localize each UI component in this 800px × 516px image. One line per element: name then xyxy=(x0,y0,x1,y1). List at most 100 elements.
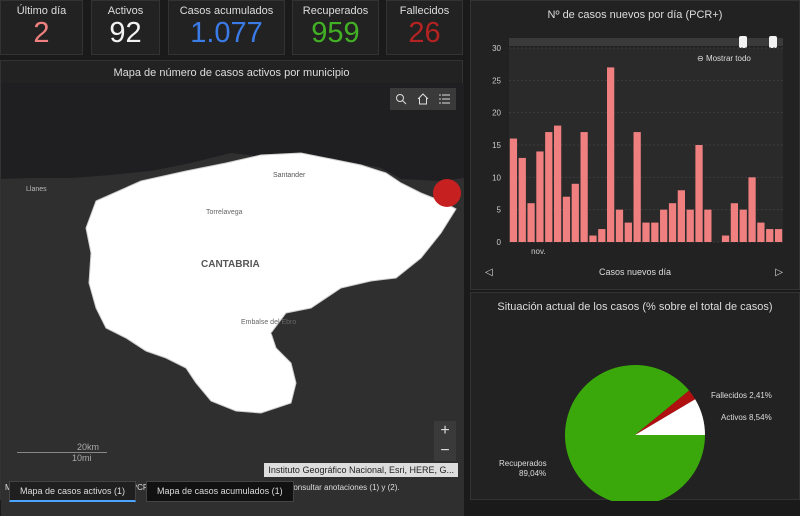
tab-mapa-casos-activos[interactable]: Mapa de casos activos (1) xyxy=(9,481,137,502)
pie-label-fallecidos: Fallecidos 2,41% xyxy=(711,391,772,400)
kpi-label: Fallecidos xyxy=(399,5,450,17)
kpi-label: Recuperados xyxy=(302,5,369,17)
map-scale: 20km 10mi xyxy=(17,442,107,463)
zoom-out-button[interactable]: − xyxy=(440,442,450,459)
map-label-santander: Santander xyxy=(273,172,306,179)
kpi-casos-acumulados: Casos acumulados 1.077 xyxy=(168,0,285,55)
map-tabs: Mapa de casos activos (1) Mapa de casos … xyxy=(9,481,294,502)
cantabria-map: Llanes Santander Torrelavega CANTABRIA E… xyxy=(1,83,464,516)
bar xyxy=(553,125,562,242)
bar xyxy=(766,229,774,242)
y-tick-label: 15 xyxy=(492,141,501,150)
bar xyxy=(509,138,518,242)
list-icon[interactable] xyxy=(434,88,456,110)
map-label-embalse: Embalse del Ebro xyxy=(241,319,296,326)
bar xyxy=(642,222,650,242)
pie-slice xyxy=(565,364,705,501)
bar-chart[interactable]: 0 5 10 15 20 25 30 nov. xyxy=(471,1,800,261)
bar xyxy=(651,222,659,242)
bar xyxy=(730,203,739,242)
kpi-value: 2 xyxy=(33,17,50,49)
scale-mi: 10mi xyxy=(72,453,92,463)
map-label-torrelavega: Torrelavega xyxy=(206,209,243,216)
bar xyxy=(721,235,730,242)
kpi-label: Último día xyxy=(16,5,67,17)
bar xyxy=(545,132,553,242)
zoom-in-button[interactable]: + xyxy=(440,422,450,439)
y-tick-label: 20 xyxy=(492,109,501,118)
y-tick-label: 0 xyxy=(497,238,502,247)
previous-arrow-icon[interactable]: ◁ xyxy=(485,267,493,278)
map-toolbar xyxy=(390,88,456,110)
show-all-label: Mostrar todo xyxy=(705,54,751,63)
bar xyxy=(695,145,703,242)
kpi-recuperados: Recuperados 959 xyxy=(292,0,379,55)
range-slider-handle-left xyxy=(739,36,747,48)
map-label-cantabria: CANTABRIA xyxy=(201,259,260,270)
scale-km: 20km xyxy=(77,442,100,452)
bar xyxy=(624,222,632,242)
bar xyxy=(704,209,712,242)
pie-chart[interactable] xyxy=(471,293,800,501)
map-label-llanes: Llanes xyxy=(26,186,47,193)
pie-label-recuperados: Recuperados 89,04% xyxy=(499,459,547,479)
zoom-controls: + − xyxy=(434,421,456,461)
search-icon[interactable] xyxy=(390,88,412,110)
kpi-fallecidos: Fallecidos 26 xyxy=(386,0,463,55)
pie-label-recuperados-name: Recuperados xyxy=(499,459,547,468)
kpi-value: 92 xyxy=(109,17,142,49)
pie-chart-panel: Situación actual de los casos (% sobre e… xyxy=(470,292,800,501)
bar-chart-panel: Nº de casos nuevos por día (PCR+) 0 5 10 15… xyxy=(470,0,800,290)
bar xyxy=(677,190,685,242)
bar xyxy=(774,229,783,242)
map-attribution[interactable]: Instituto Geográfico Nacional, Esri, HER… xyxy=(264,463,458,477)
bar xyxy=(633,132,641,242)
pie-chart-title: Situación actual de los casos (% sobre e… xyxy=(497,301,773,313)
bar-chart-footer: Casos nuevos día xyxy=(598,267,672,277)
pie-label-recuperados-value: 89,04% xyxy=(519,469,547,478)
bar xyxy=(615,209,624,242)
tab-mapa-casos-acumulados[interactable]: Mapa de casos acumulados (1) xyxy=(146,481,294,502)
kpi-activos: Activos 92 xyxy=(91,0,160,55)
pie-label-activos: Activos 8,54% xyxy=(721,413,772,422)
y-tick-label: 30 xyxy=(492,44,501,53)
kpi-ultimo-dia: Último día 2 xyxy=(0,0,83,55)
bar xyxy=(589,235,597,242)
bar xyxy=(571,183,579,242)
map-panel: Mapa de número de casos activos por muni… xyxy=(0,60,464,516)
bar xyxy=(660,209,668,242)
bar xyxy=(668,203,677,242)
kpi-value: 959 xyxy=(311,17,360,49)
range-slider-handle-right xyxy=(769,36,777,48)
x-tick-label: nov. xyxy=(531,247,546,256)
y-tick-label: 5 xyxy=(497,206,502,215)
bar xyxy=(518,157,526,242)
next-arrow-icon[interactable]: ▷ xyxy=(775,267,783,278)
y-tick-label: 25 xyxy=(492,76,501,85)
bar-chart-title: Nº de casos nuevos por día (PCR+) xyxy=(547,9,723,21)
range-slider-track xyxy=(509,38,783,46)
bar xyxy=(527,203,535,242)
map-canvas[interactable]: Llanes Santander Torrelavega CANTABRIA E… xyxy=(1,83,464,516)
bar xyxy=(607,67,615,243)
kpi-label: Activos xyxy=(107,5,144,17)
pie-slice xyxy=(635,399,705,435)
kpi-value: 1.077 xyxy=(190,17,263,49)
bar xyxy=(739,209,747,242)
kpi-value: 26 xyxy=(408,17,441,49)
bar xyxy=(598,229,606,242)
case-bubble xyxy=(433,179,461,207)
bar xyxy=(757,222,765,242)
y-tick-label: 10 xyxy=(492,173,501,182)
bar xyxy=(536,151,544,242)
bar xyxy=(748,177,756,242)
bar xyxy=(686,209,694,242)
zoom-out-icon: ⊖ xyxy=(697,54,704,63)
home-icon[interactable] xyxy=(412,88,434,110)
show-all-button[interactable]: ⊖ Mostrar todo xyxy=(697,54,751,63)
bar xyxy=(562,196,571,242)
cantabria-region xyxy=(85,152,457,414)
bar xyxy=(580,132,588,242)
map-title: Mapa de número de casos activos por muni… xyxy=(113,67,350,79)
pie-slice xyxy=(635,390,696,435)
